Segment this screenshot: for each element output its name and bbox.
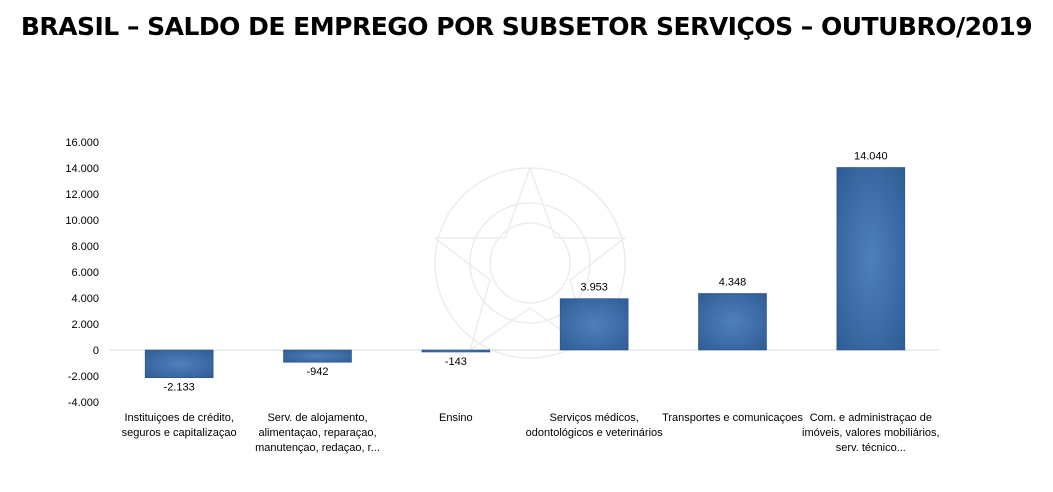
category-label: Instituiçoes de crédito, seguros e capita… bbox=[122, 412, 237, 439]
data-label: 3.953 bbox=[580, 282, 608, 294]
data-label: -2.133 bbox=[164, 382, 195, 394]
category-label: Ensino bbox=[439, 412, 473, 424]
y-tick-label: -2.000 bbox=[68, 371, 99, 383]
y-tick-label: 10.000 bbox=[65, 215, 99, 227]
category-label: Serv. de alojamento, alimentaçao, reparaç… bbox=[255, 412, 380, 454]
category-label: Serviços médicos, odontológicos e veterin… bbox=[526, 412, 663, 439]
chart-title: BRASIL – SALDO DE EMPREGO POR SUBSETOR S… bbox=[20, 12, 1033, 41]
category-label: Com. e administraçao de imóveis, valores … bbox=[802, 412, 940, 454]
y-tick-label: 6.000 bbox=[71, 267, 99, 279]
category-label: Transportes e comunicaçoes bbox=[662, 412, 803, 424]
y-tick-label: -4.000 bbox=[68, 397, 99, 409]
bar bbox=[421, 349, 491, 353]
bar bbox=[698, 293, 767, 351]
bar bbox=[836, 167, 906, 351]
bar bbox=[283, 349, 352, 363]
y-tick-label: 0 bbox=[93, 345, 99, 357]
y-tick-label: 12.000 bbox=[65, 189, 99, 201]
bar bbox=[144, 349, 214, 379]
data-label: 4.348 bbox=[719, 276, 747, 288]
bar bbox=[559, 298, 629, 351]
data-label: -143 bbox=[445, 356, 467, 368]
y-tick-label: 16.000 bbox=[65, 137, 99, 149]
coat-of-arms-watermark bbox=[432, 165, 628, 359]
y-tick-label: 14.000 bbox=[65, 163, 99, 175]
y-tick-label: 4.000 bbox=[71, 293, 99, 305]
y-tick-label: 2.000 bbox=[71, 319, 99, 331]
data-label: -942 bbox=[306, 366, 328, 378]
y-tick-label: 8.000 bbox=[71, 241, 99, 253]
data-label: 14.040 bbox=[854, 150, 888, 162]
